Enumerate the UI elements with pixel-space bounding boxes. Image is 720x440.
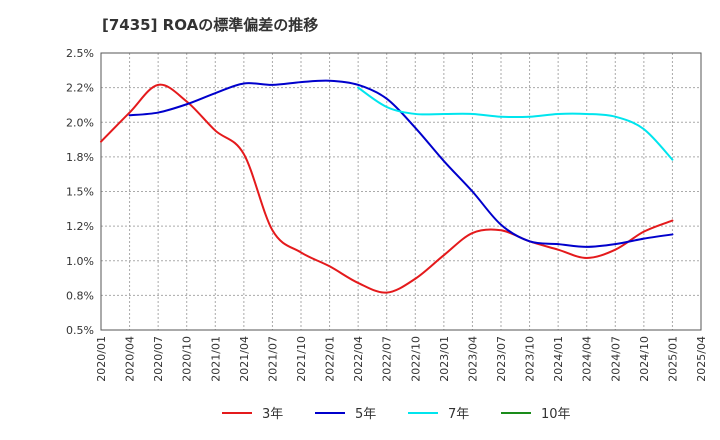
x-tick-label: 2023/01 xyxy=(438,336,451,382)
y-tick-label: 0.5% xyxy=(66,324,94,337)
y-tick-label: 2.5% xyxy=(66,47,94,60)
x-tick-label: 2020/01 xyxy=(95,336,108,382)
x-tick-label: 2023/04 xyxy=(466,336,479,382)
x-tick-label: 2023/07 xyxy=(495,336,508,382)
x-tick-label: 2021/07 xyxy=(266,336,279,382)
legend-label: 7年 xyxy=(448,407,469,422)
x-tick-label: 2024/07 xyxy=(609,336,622,382)
y-tick-label: 1.2% xyxy=(66,220,94,233)
x-tick-label: 2023/10 xyxy=(524,336,537,382)
x-tick-label: 2022/10 xyxy=(409,336,422,382)
x-tick-label: 2022/04 xyxy=(352,336,365,382)
x-tick-label: 2022/07 xyxy=(381,336,394,382)
y-tick-label: 0.8% xyxy=(66,289,94,302)
legend-label: 5年 xyxy=(355,407,376,422)
legend-label: 3年 xyxy=(262,407,283,422)
x-tick-label: 2024/04 xyxy=(581,336,594,382)
x-tick-label: 2025/04 xyxy=(695,336,708,382)
x-tick-label: 2021/01 xyxy=(209,336,222,382)
y-tick-label: 1.5% xyxy=(66,186,94,199)
y-tick-label: 1.0% xyxy=(66,255,94,268)
x-tick-label: 2024/10 xyxy=(638,336,651,382)
x-tick-label: 2021/10 xyxy=(295,336,308,382)
y-tick-label: 2.0% xyxy=(66,116,94,129)
series-line-3 xyxy=(357,86,674,161)
x-tick-label: 2025/01 xyxy=(666,336,679,382)
plot-border xyxy=(100,52,702,331)
x-tick-label: 2022/01 xyxy=(324,336,337,382)
x-tick-label: 2020/10 xyxy=(181,336,194,382)
chart-title: [7435] ROAの標準偏差の推移 xyxy=(102,16,319,34)
y-tick-label: 2.2% xyxy=(66,82,94,95)
series-line-1 xyxy=(100,83,674,294)
legend-label: 10年 xyxy=(541,407,571,422)
x-tick-label: 2024/01 xyxy=(552,336,565,382)
x-tick-label: 2020/07 xyxy=(152,336,165,382)
x-tick-label: 2021/04 xyxy=(238,336,251,382)
x-tick-label: 2020/04 xyxy=(124,336,137,382)
y-tick-label: 1.8% xyxy=(66,151,94,164)
